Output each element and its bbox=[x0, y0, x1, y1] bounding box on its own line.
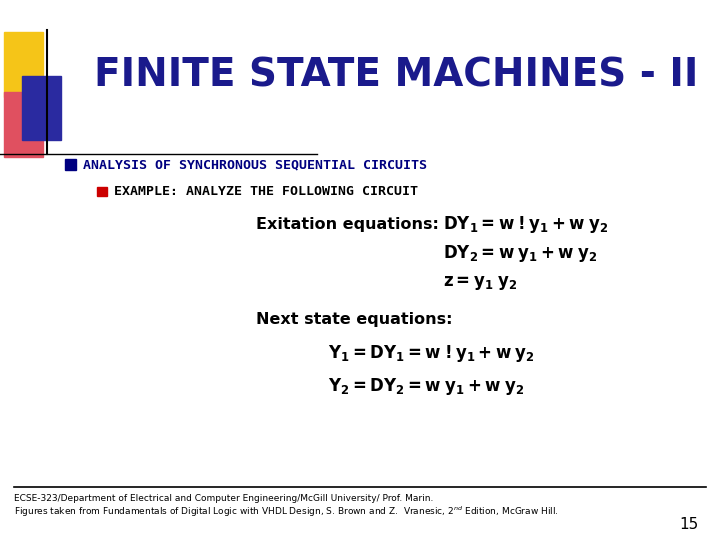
Text: Figures taken from Fundamentals of Digital Logic with VHDL Design, S. Brown and : Figures taken from Fundamentals of Digit… bbox=[14, 504, 559, 518]
Bar bbox=[65, 159, 76, 170]
Text: $\mathbf{DY_1 = w\;!y_1 + w\;y_2}$: $\mathbf{DY_1 = w\;!y_1 + w\;y_2}$ bbox=[443, 214, 608, 234]
Text: Exitation equations:: Exitation equations: bbox=[256, 217, 438, 232]
Text: EXAMPLE: ANALYZE THE FOLLOWING CIRCUIT: EXAMPLE: ANALYZE THE FOLLOWING CIRCUIT bbox=[114, 185, 418, 198]
Bar bbox=[4, 92, 43, 157]
Bar bbox=[4, 32, 43, 97]
Text: FINITE STATE MACHINES - II: FINITE STATE MACHINES - II bbox=[94, 57, 698, 94]
Text: $\mathbf{DY_2 = w\;y_1 + w\;y_2}$: $\mathbf{DY_2 = w\;y_1 + w\;y_2}$ bbox=[443, 244, 598, 264]
Text: Next state equations:: Next state equations: bbox=[256, 312, 452, 327]
Text: $\mathbf{Y_2 = DY_2 = w\;y_1 + w\;y_2}$: $\mathbf{Y_2 = DY_2 = w\;y_1 + w\;y_2}$ bbox=[328, 376, 523, 396]
Text: 15: 15 bbox=[679, 517, 698, 532]
Bar bbox=[22, 76, 61, 140]
Text: ECSE-323/Department of Electrical and Computer Engineering/McGill University/ Pr: ECSE-323/Department of Electrical and Co… bbox=[14, 495, 433, 503]
Text: $\mathbf{Y_1 = DY_1 = w\;!y_1 + w\;y_2}$: $\mathbf{Y_1 = DY_1 = w\;!y_1 + w\;y_2}$ bbox=[328, 343, 534, 364]
Bar bbox=[97, 187, 107, 196]
Text: ANALYSIS OF SYNCHRONOUS SEQUENTIAL CIRCUITS: ANALYSIS OF SYNCHRONOUS SEQUENTIAL CIRCU… bbox=[83, 158, 427, 171]
Text: $\mathbf{z = y_1\;y_2}$: $\mathbf{z = y_1\;y_2}$ bbox=[443, 274, 517, 293]
